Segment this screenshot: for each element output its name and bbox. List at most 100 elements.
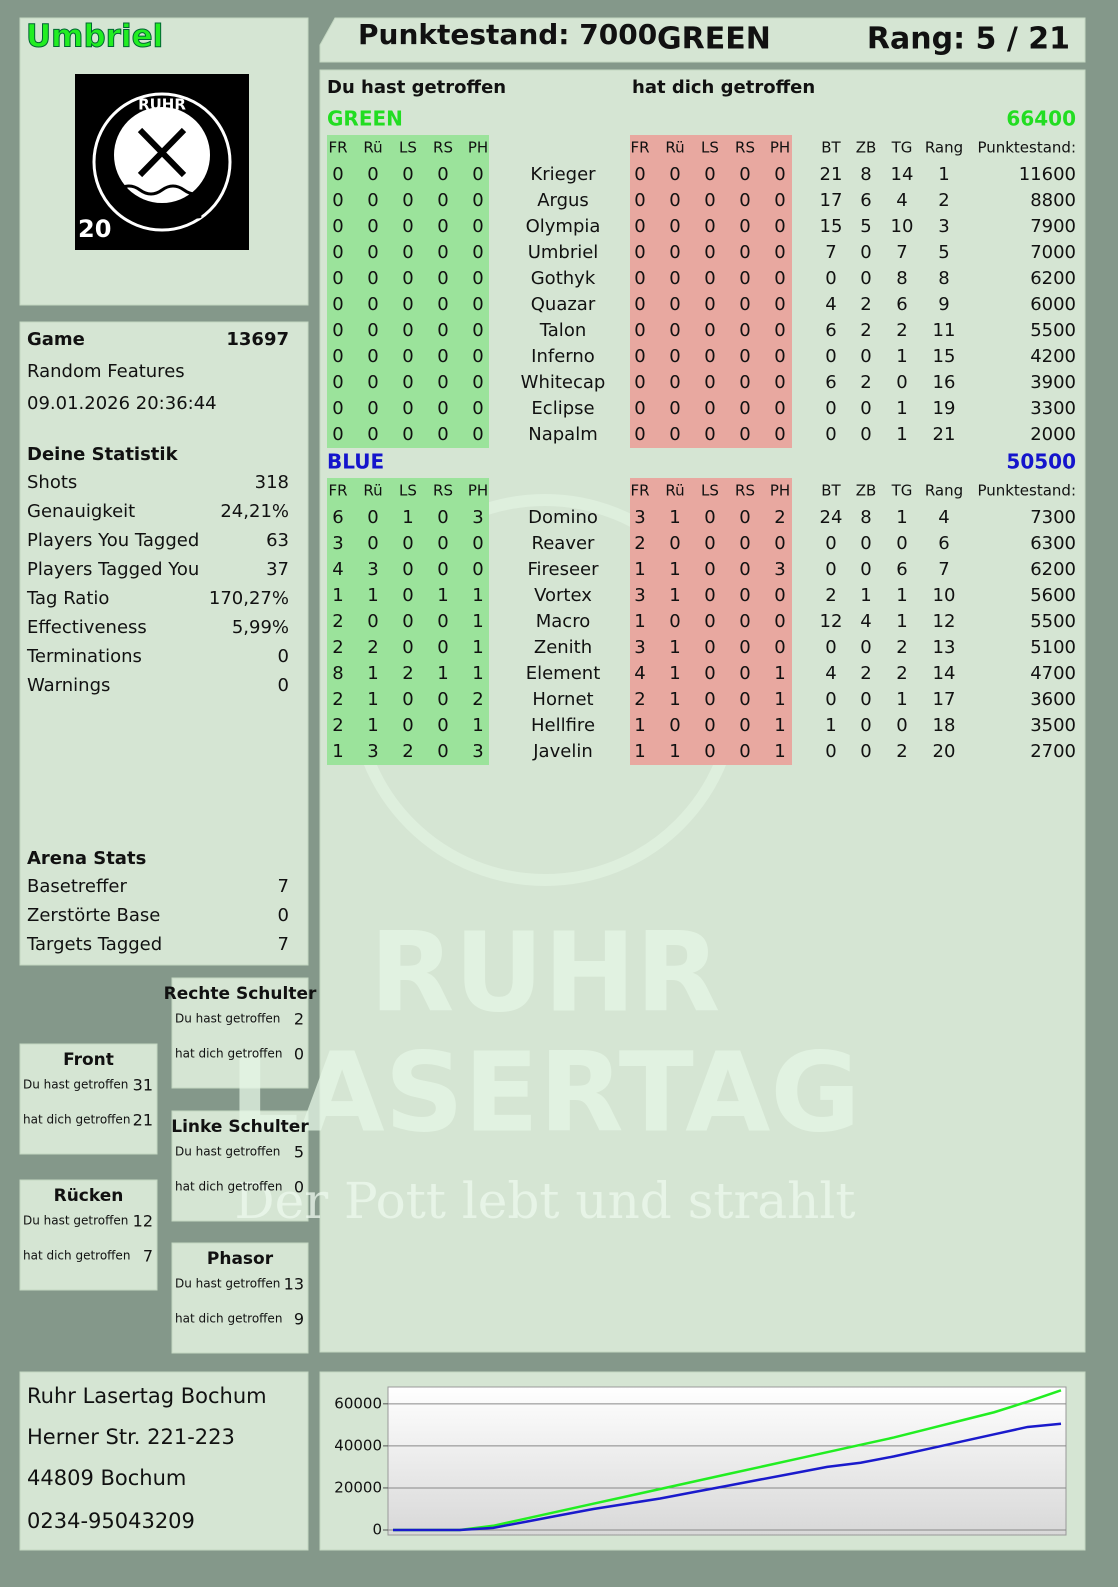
game-label: Game (27, 329, 85, 350)
zone-label: hat dich getroffen (175, 1180, 282, 1194)
zone-label: Du hast getroffen (23, 1078, 128, 1092)
zone-value: 31 (133, 1076, 153, 1095)
cell: 1 (669, 507, 680, 528)
zone-label: hat dich getroffen (175, 1312, 282, 1326)
cell: 2 (402, 741, 413, 762)
cell: 0 (367, 216, 378, 237)
cell: 0 (367, 164, 378, 185)
cell: 0 (896, 372, 907, 393)
cell: 11 (933, 320, 956, 341)
column-header: ZB (856, 482, 877, 500)
cell: 1 (472, 663, 483, 684)
player: Inferno (531, 346, 595, 367)
cell: 18 (933, 715, 956, 736)
cell: 14 (891, 164, 914, 185)
player: Fireseer (527, 559, 599, 580)
cell: 0 (634, 424, 645, 445)
cell: 1 (896, 611, 907, 632)
cell: 6 (938, 533, 949, 554)
cell: 3 (634, 507, 645, 528)
cell: 0 (739, 398, 750, 419)
cell: 0 (739, 559, 750, 580)
cell: 0 (739, 715, 750, 736)
cell: 1 (332, 585, 343, 606)
cell: 0 (739, 689, 750, 710)
cell: 0 (437, 346, 448, 367)
cell: 0 (860, 715, 871, 736)
cell: 0 (402, 715, 413, 736)
cell: 0 (332, 164, 343, 185)
cell: 0 (739, 741, 750, 762)
column-header: LS (701, 482, 719, 500)
cell: 8 (896, 268, 907, 289)
stat-value: 63 (266, 530, 289, 551)
zone-value: 13 (284, 1275, 304, 1294)
stat-value: 318 (255, 472, 289, 493)
stat-value: 0 (278, 675, 289, 696)
cell: 2 (332, 611, 343, 632)
cell: 1 (896, 585, 907, 606)
cell: 0 (634, 346, 645, 367)
player: Krieger (530, 164, 596, 185)
stat-value: 0 (278, 905, 289, 926)
cell: 0 (669, 372, 680, 393)
cell: 3500 (1030, 715, 1076, 736)
cell: 0 (704, 346, 715, 367)
zone-title: Linke Schulter (171, 1117, 309, 1137)
table-heading: hat dich getroffen (632, 77, 815, 98)
cell: 0 (367, 611, 378, 632)
cell: 0 (402, 637, 413, 658)
cell: 0 (332, 346, 343, 367)
cell: 0 (634, 216, 645, 237)
cell: 5500 (1030, 611, 1076, 632)
cell: 0 (704, 611, 715, 632)
cell: 0 (774, 398, 785, 419)
cell: 0 (367, 242, 378, 263)
cell: 15 (933, 346, 956, 367)
cell: 0 (704, 398, 715, 419)
cell: 0 (367, 507, 378, 528)
cell: 0 (739, 372, 750, 393)
stat-value: 24,21% (220, 501, 289, 522)
player: Macro (536, 611, 590, 632)
cell: 0 (402, 559, 413, 580)
cell: 0 (669, 320, 680, 341)
team: GREEN (657, 22, 771, 57)
zone-value: 5 (294, 1143, 304, 1162)
cell: 1 (437, 663, 448, 684)
stat-label: Players You Tagged (27, 530, 199, 551)
cell: 3 (332, 533, 343, 554)
cell: 0 (437, 320, 448, 341)
cell: 1 (774, 741, 785, 762)
cell: 6 (896, 294, 907, 315)
cell: 8800 (1030, 190, 1076, 211)
logo-text: LASERTAG (128, 208, 203, 223)
cell: 0 (739, 611, 750, 632)
cell: 0 (402, 320, 413, 341)
cell: 1 (669, 585, 680, 606)
cell: 0 (472, 372, 483, 393)
cell: 1 (669, 741, 680, 762)
cell: 0 (367, 372, 378, 393)
cell: 12 (933, 611, 956, 632)
cell: 2 (860, 663, 871, 684)
column-header: PH (468, 482, 488, 500)
cell: 0 (437, 190, 448, 211)
cell: 0 (332, 294, 343, 315)
cell: 2 (402, 663, 413, 684)
cell: 7300 (1030, 507, 1076, 528)
cell: 10 (891, 216, 914, 237)
cell: 7 (938, 559, 949, 580)
player: Whitecap (521, 372, 606, 393)
cell: 0 (332, 242, 343, 263)
player: Vortex (534, 585, 592, 606)
cell: 0 (669, 533, 680, 554)
cell: 11600 (1019, 164, 1076, 185)
cell: 0 (704, 715, 715, 736)
cell: 2 (860, 294, 871, 315)
cell: 2700 (1030, 741, 1076, 762)
cell: 4 (825, 663, 836, 684)
cell: 0 (332, 268, 343, 289)
stat-value: 5,99% (232, 617, 289, 638)
